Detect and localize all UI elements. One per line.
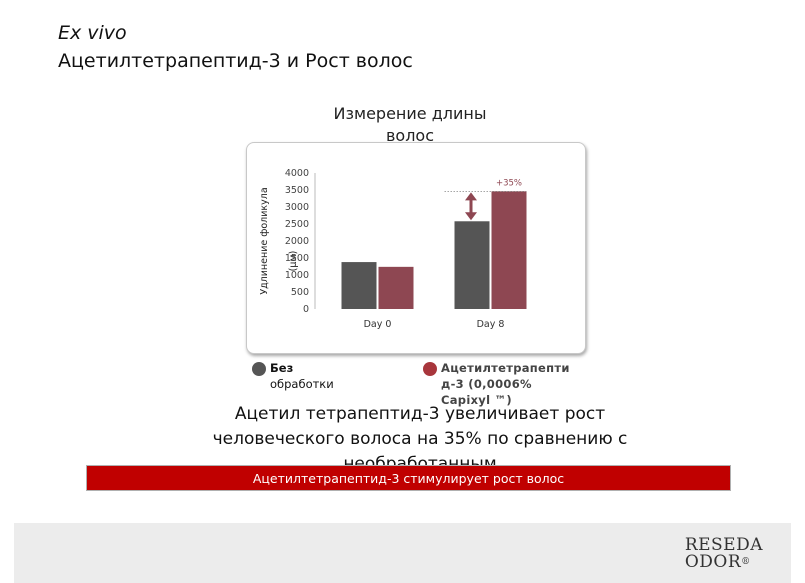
- y-tick-label: 2000: [285, 236, 309, 247]
- chart-title: Измерение длины волос: [300, 103, 520, 147]
- legend-treated-line-1: Ацетилтетрапепти: [441, 361, 570, 375]
- legend-label-untreated: Без обработки: [270, 360, 334, 392]
- slide-subtitle: Ex vivo: [58, 22, 127, 44]
- x-tick-label: Day 8: [477, 319, 505, 330]
- legend-treated-line-2: д-3 (0,0006%: [441, 377, 532, 391]
- y-tick-label: 1500: [285, 253, 309, 264]
- legend-marker-untreated: [252, 362, 266, 376]
- legend-treated-line-3: Capixyl ™): [441, 393, 512, 407]
- y-axis-label-line-1: Удлинение фоликула: [259, 187, 270, 294]
- chart-title-line-2: волос: [385, 126, 435, 145]
- y-axis-label-line-2: (µм): [288, 251, 299, 272]
- legend-label-treated: Ацетилтетрапепти д-3 (0,0006% Capixyl ™): [441, 360, 570, 408]
- brand-logo: RESEDA ODOR®: [685, 537, 763, 571]
- slide-title: Ацетилтетрапептид-3 и Рост волос: [58, 50, 413, 72]
- chart-frame: Удлинение фоликула (µм) 0 500 1000 1500 2000 25…: [246, 142, 586, 354]
- annotation-arrow-head-down: [465, 212, 477, 221]
- annotation-arrow-head-up: [465, 192, 477, 201]
- legend-marker-treated: [423, 362, 437, 376]
- bar-untreated-day-0: [341, 262, 377, 309]
- y-tick-label: 4000: [285, 168, 309, 179]
- claim-line-2: человеческого волоса на 35% по сравнению…: [212, 429, 628, 449]
- bar-untreated-day-8: [454, 221, 490, 309]
- logo-line-1: RESEDA: [684, 535, 763, 555]
- bar-treated-day-8: [491, 191, 527, 309]
- chart-title-line-1: Измерение длины: [333, 104, 487, 123]
- legend-untreated-bold: Без: [270, 361, 294, 375]
- annotation-label: +35%: [496, 178, 522, 188]
- y-tick-label: 0: [303, 304, 309, 315]
- y-tick-label: 3500: [285, 185, 309, 196]
- y-tick-label: 3000: [285, 202, 309, 213]
- x-tick-label: Day 0: [364, 319, 392, 330]
- bar-treated-day-0: [378, 266, 414, 309]
- logo-line-2: ODOR: [684, 552, 742, 572]
- logo-registered-mark: ®: [741, 557, 751, 567]
- footer-bar: RESEDA ODOR®: [14, 523, 791, 583]
- bar-chart: Удлинение фоликула (µм) 0 500 1000 1500 2000 25…: [259, 168, 527, 330]
- claim-line-1: Ацетил тетрапептид-3 увеличивает рост: [234, 404, 606, 424]
- y-tick-label: 2500: [285, 219, 309, 230]
- y-tick-label: 1000: [285, 270, 309, 281]
- legend-untreated-rest: обработки: [270, 377, 334, 391]
- highlight-banner: Ацетилтетрапептид-3 стимулирует рост вол…: [86, 465, 731, 491]
- y-tick-label: 500: [291, 287, 309, 298]
